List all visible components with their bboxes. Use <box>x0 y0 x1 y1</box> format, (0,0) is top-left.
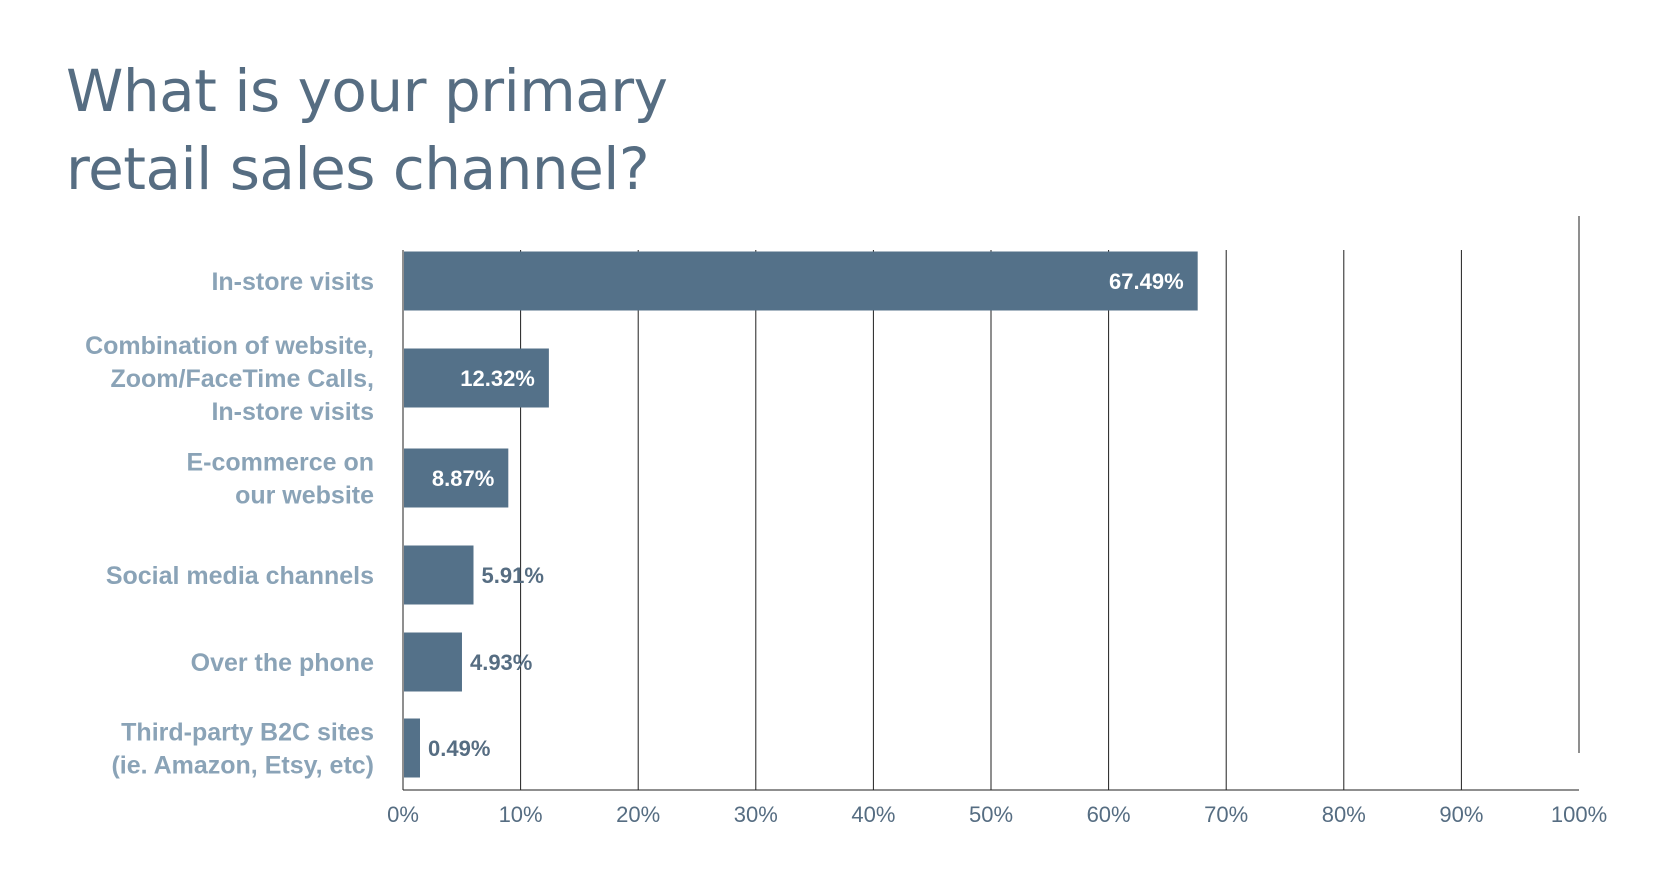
x-tick-label-30: 30% <box>734 802 778 827</box>
x-tick-label-20: 20% <box>616 802 660 827</box>
bar-4 <box>404 632 462 692</box>
x-tick-label-40: 40% <box>851 802 895 827</box>
bar-2 <box>404 448 509 508</box>
category-label-1-line-2: In-store visits <box>211 398 374 426</box>
value-label-1: 12.32% <box>460 366 535 391</box>
x-tick-label-100: 100% <box>1551 802 1607 827</box>
value-label-4: 4.93% <box>470 650 532 675</box>
value-label-5: 0.49% <box>428 736 490 761</box>
value-label-2: 8.87% <box>432 466 494 491</box>
x-tick-label-70: 70% <box>1204 802 1248 827</box>
x-tick-label-60: 60% <box>1087 802 1131 827</box>
bar-3 <box>404 545 474 605</box>
category-label-5-line-1: (ie. Amazon, Etsy, etc) <box>111 752 374 780</box>
x-tick-label-80: 80% <box>1322 802 1366 827</box>
chart-title-line-2: retail sales channel? <box>66 135 650 203</box>
bar-1 <box>404 348 549 408</box>
value-label-3: 5.91% <box>482 563 544 588</box>
category-label-3-line-0: Social media channels <box>106 562 374 590</box>
x-tick-label-0: 0% <box>387 802 419 827</box>
category-label-2-line-1: our website <box>235 482 374 510</box>
x-tick-label-90: 90% <box>1439 802 1483 827</box>
category-label-5-line-0: Third-party B2C sites <box>121 719 374 747</box>
bar-0 <box>404 251 1198 311</box>
chart-title: What is your primary retail sales channe… <box>66 52 668 208</box>
category-label-0-line-0: In-store visits <box>211 268 374 296</box>
bar-5 <box>404 718 420 778</box>
category-label-4-line-0: Over the phone <box>191 649 374 677</box>
x-tick-label-50: 50% <box>969 802 1013 827</box>
category-label-1-line-1: Zoom/FaceTime Calls, <box>110 365 374 393</box>
category-label-2-line-0: E-commerce on <box>186 449 374 477</box>
chart-title-line-1: What is your primary <box>66 57 668 125</box>
x-tick-label-10: 10% <box>499 802 543 827</box>
value-label-0: 67.49% <box>1109 269 1184 294</box>
category-label-1-line-0: Combination of website, <box>85 332 374 360</box>
